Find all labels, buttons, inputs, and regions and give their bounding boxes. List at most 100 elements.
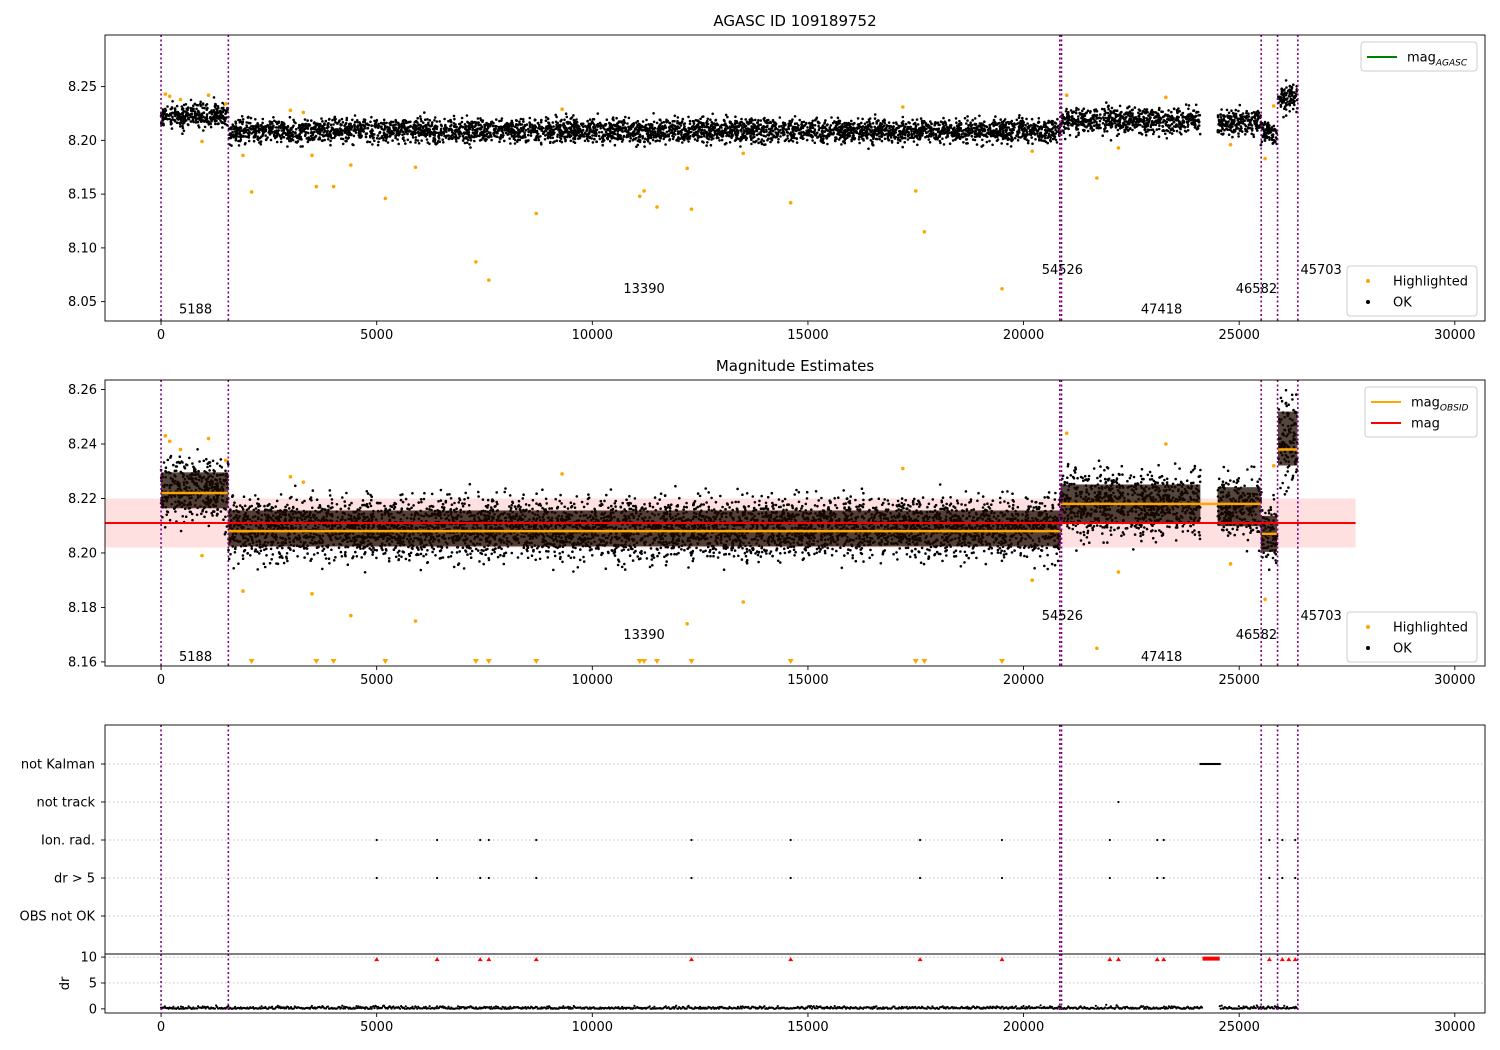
top-ok-point [993,123,997,127]
top-ok-point [885,126,888,129]
top-ok-point [488,123,492,126]
top-ok-point [608,122,611,125]
top-ok-point [1099,113,1102,116]
top-ok-point [636,119,640,123]
top-ok-point [781,131,785,134]
top-ok-point [942,143,946,146]
top-ok-point [274,135,277,139]
top-ok-point [519,117,523,121]
top-ok-point [268,120,272,123]
top-ok-point [303,127,307,131]
top-ok-point [245,121,248,124]
top-ok-point [340,128,343,131]
top-ok-point [237,135,241,138]
top-ok-point [460,120,464,124]
top-ok-point [592,117,596,121]
top-ok-point [364,135,368,139]
top-ok-point [629,126,633,130]
top-ok-point [291,135,295,138]
top-ok-point [528,125,532,129]
top-ok-point [539,120,543,124]
top-ok-point [850,119,853,123]
top-ok-point [683,134,686,137]
top-ok-point [898,130,901,133]
top-ok-point [592,127,595,130]
top-ok-point [966,115,969,118]
top-ok-point [990,122,994,126]
top-ok-point [356,120,359,124]
top-ok-point [268,133,272,136]
top-ok-point [573,135,576,139]
top-ok-point [438,120,442,123]
top-ok-point [620,121,623,124]
top-ok-point [1001,126,1005,129]
top-ok-point [963,116,967,120]
top-ok-point [649,126,652,129]
top-ok-point [923,125,926,129]
top-ok-point [766,124,769,128]
top-ok-point [652,112,655,115]
top-ok-point [239,126,243,130]
top-ok-point [688,122,692,125]
top-ok-point [584,124,587,128]
top-ok-point [829,124,833,127]
top-ok-point [416,139,420,142]
top-ok-point [739,145,742,148]
top-ok-point [326,122,330,125]
top-ok-point [762,139,765,143]
top-ok-point [711,112,714,116]
top-ok-point [861,117,864,121]
top-ok-point [417,142,421,145]
top-ok-point [372,136,375,139]
top-ok-point [587,122,591,126]
top-ok-point [616,133,619,137]
top-ok-point [1105,130,1109,133]
top-ok-point [437,137,441,140]
top-ok-point [178,121,181,125]
top-ok-point [366,140,370,143]
top-ok-point [237,127,241,130]
top-ok-point [341,121,345,124]
top-ok-point [757,141,760,145]
top-ok-point [444,134,448,138]
top-ok-point [802,131,805,134]
top-ok-point [597,134,601,138]
top-ok-point [491,124,495,128]
top-ok-point [754,118,757,122]
top-ok-point [860,135,863,139]
top-ok-point [264,125,267,128]
top-ok-point [370,134,374,137]
top-ok-point [742,122,745,125]
top-ok-point [835,137,838,141]
top-ok-point [428,134,432,138]
top-ok-point [977,134,980,138]
top-ok-point [875,127,878,131]
top-ok-point [649,136,653,140]
top-ok-point [341,137,345,141]
top-ok-point [1132,116,1135,120]
top-ok-point [331,118,334,122]
top-ok-point [743,130,747,133]
top-ok-point [960,129,964,133]
top-ok-point [350,125,354,129]
top-ok-point [759,140,763,144]
top-ok-point [181,107,185,110]
top-ok-point [786,134,789,138]
top-ok-point [610,124,613,128]
top-ok-point [1021,135,1024,138]
top-ok-point [294,128,298,131]
top-ok-point [706,137,709,140]
top-ok-point [1086,129,1090,133]
top-ok-point [552,131,555,135]
top-ok-point [234,139,238,142]
top-ok-point [956,130,959,133]
top-ok-point [274,120,278,124]
top-ok-point [637,136,640,139]
top-ok-point [494,125,498,128]
top-ok-point [899,135,903,138]
top-ok-point [836,132,839,136]
top-ok-point [668,125,672,128]
top-ok-point [544,119,548,122]
top-ok-point [259,124,263,127]
